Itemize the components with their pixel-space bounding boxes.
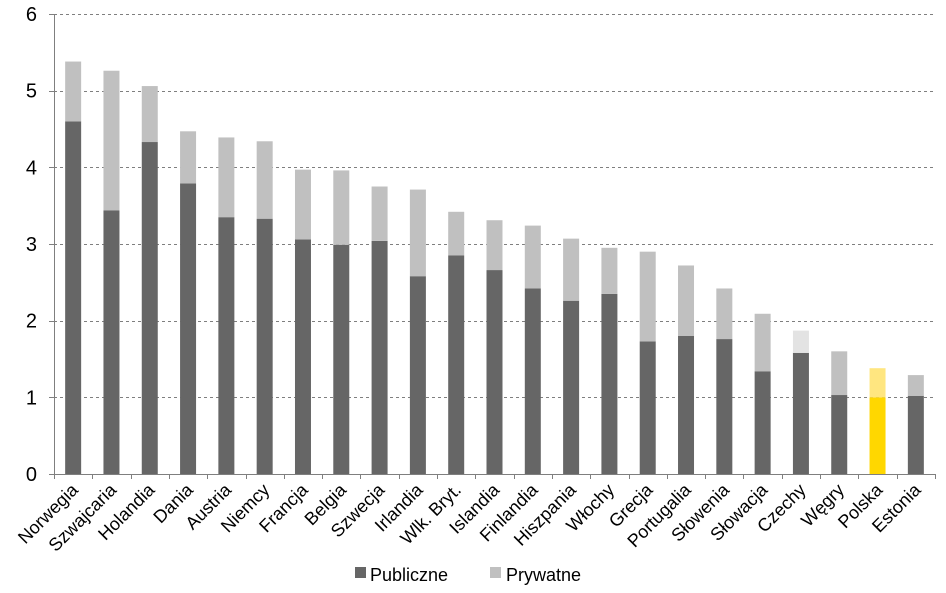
bar-finlandia-publiczne [524, 288, 541, 474]
bar-wlk-bryt-publiczne [448, 255, 465, 474]
y-tick-label-2: 2 [26, 311, 37, 333]
bar-wlochy-prywatne [601, 247, 618, 294]
bar-holandia-publiczne [141, 142, 158, 475]
bar-slowacja-publiczne [754, 371, 771, 474]
bar-slowenia-publiczne [716, 339, 733, 474]
legend-label-prywatne: Prywatne [506, 565, 581, 585]
bar-austria-prywatne [218, 137, 235, 218]
bar-estonia-prywatne [907, 375, 924, 396]
bar-wlk-bryt-prywatne [448, 211, 465, 256]
bar-belgia-publiczne [333, 244, 350, 474]
bar-holandia-prywatne [141, 86, 158, 143]
bar-wegry-prywatne [831, 351, 848, 396]
bar-slowenia-prywatne [716, 288, 733, 340]
bar-dania-publiczne [180, 183, 197, 474]
bar-wlochy-publiczne [601, 293, 618, 474]
legend-swatch-publiczne [355, 567, 366, 578]
bar-grecja-prywatne [639, 251, 656, 342]
bar-czechy-publiczne [792, 352, 809, 474]
bar-irlandia-publiczne [409, 276, 426, 474]
bars-layer [65, 61, 924, 475]
bar-estonia-publiczne [907, 395, 924, 474]
legend-swatch-prywatne [490, 567, 501, 578]
x-axis-tick-labels: NorwegiaSzwajcariaHolandiaDaniaAustriaNi… [14, 479, 925, 555]
bar-portugalia-prywatne [678, 265, 695, 336]
bar-szwajcaria-prywatne [103, 70, 120, 211]
bar-francja-publiczne [294, 239, 311, 474]
axis-layer [49, 14, 936, 479]
bar-portugalia-publiczne [678, 336, 695, 474]
bar-niemcy-publiczne [256, 218, 273, 474]
bar-slowacja-prywatne [754, 313, 771, 372]
bar-irlandia-prywatne [409, 189, 426, 277]
bar-polska-publiczne [869, 397, 886, 474]
bar-finlandia-prywatne [524, 225, 541, 289]
bar-grecja-publiczne [639, 341, 656, 474]
bar-norwegia-publiczne [65, 121, 82, 474]
bar-islandia-prywatne [486, 220, 503, 271]
y-axis-tick-labels: 0 1 2 3 4 5 6 [26, 4, 37, 486]
bar-wegry-publiczne [831, 395, 848, 474]
legend: Publiczne Prywatne [355, 565, 581, 585]
y-tick-label-1: 1 [26, 387, 37, 409]
bar-szwajcaria-publiczne [103, 210, 120, 474]
y-tick-label-0: 0 [26, 464, 37, 486]
bar-norwegia-prywatne [65, 61, 82, 122]
bar-hiszpania-publiczne [563, 300, 580, 474]
y-tick-label-4: 4 [26, 157, 37, 179]
y-tick-label-3: 3 [26, 234, 37, 256]
bar-szwecja-publiczne [371, 240, 388, 474]
y-tick-label-6: 6 [26, 4, 37, 26]
bar-czechy-prywatne [792, 330, 809, 353]
bar-niemcy-prywatne [256, 141, 273, 219]
y-tick-label-5: 5 [26, 81, 37, 103]
bar-dania-prywatne [180, 131, 197, 184]
bar-szwecja-prywatne [371, 186, 388, 241]
bar-francja-prywatne [294, 169, 311, 240]
legend-label-publiczne: Publiczne [370, 565, 448, 585]
bar-polska-prywatne [869, 368, 886, 398]
bar-islandia-publiczne [486, 270, 503, 474]
bar-hiszpania-prywatne [563, 238, 580, 301]
bar-austria-publiczne [218, 217, 235, 474]
bar-belgia-prywatne [333, 170, 350, 245]
